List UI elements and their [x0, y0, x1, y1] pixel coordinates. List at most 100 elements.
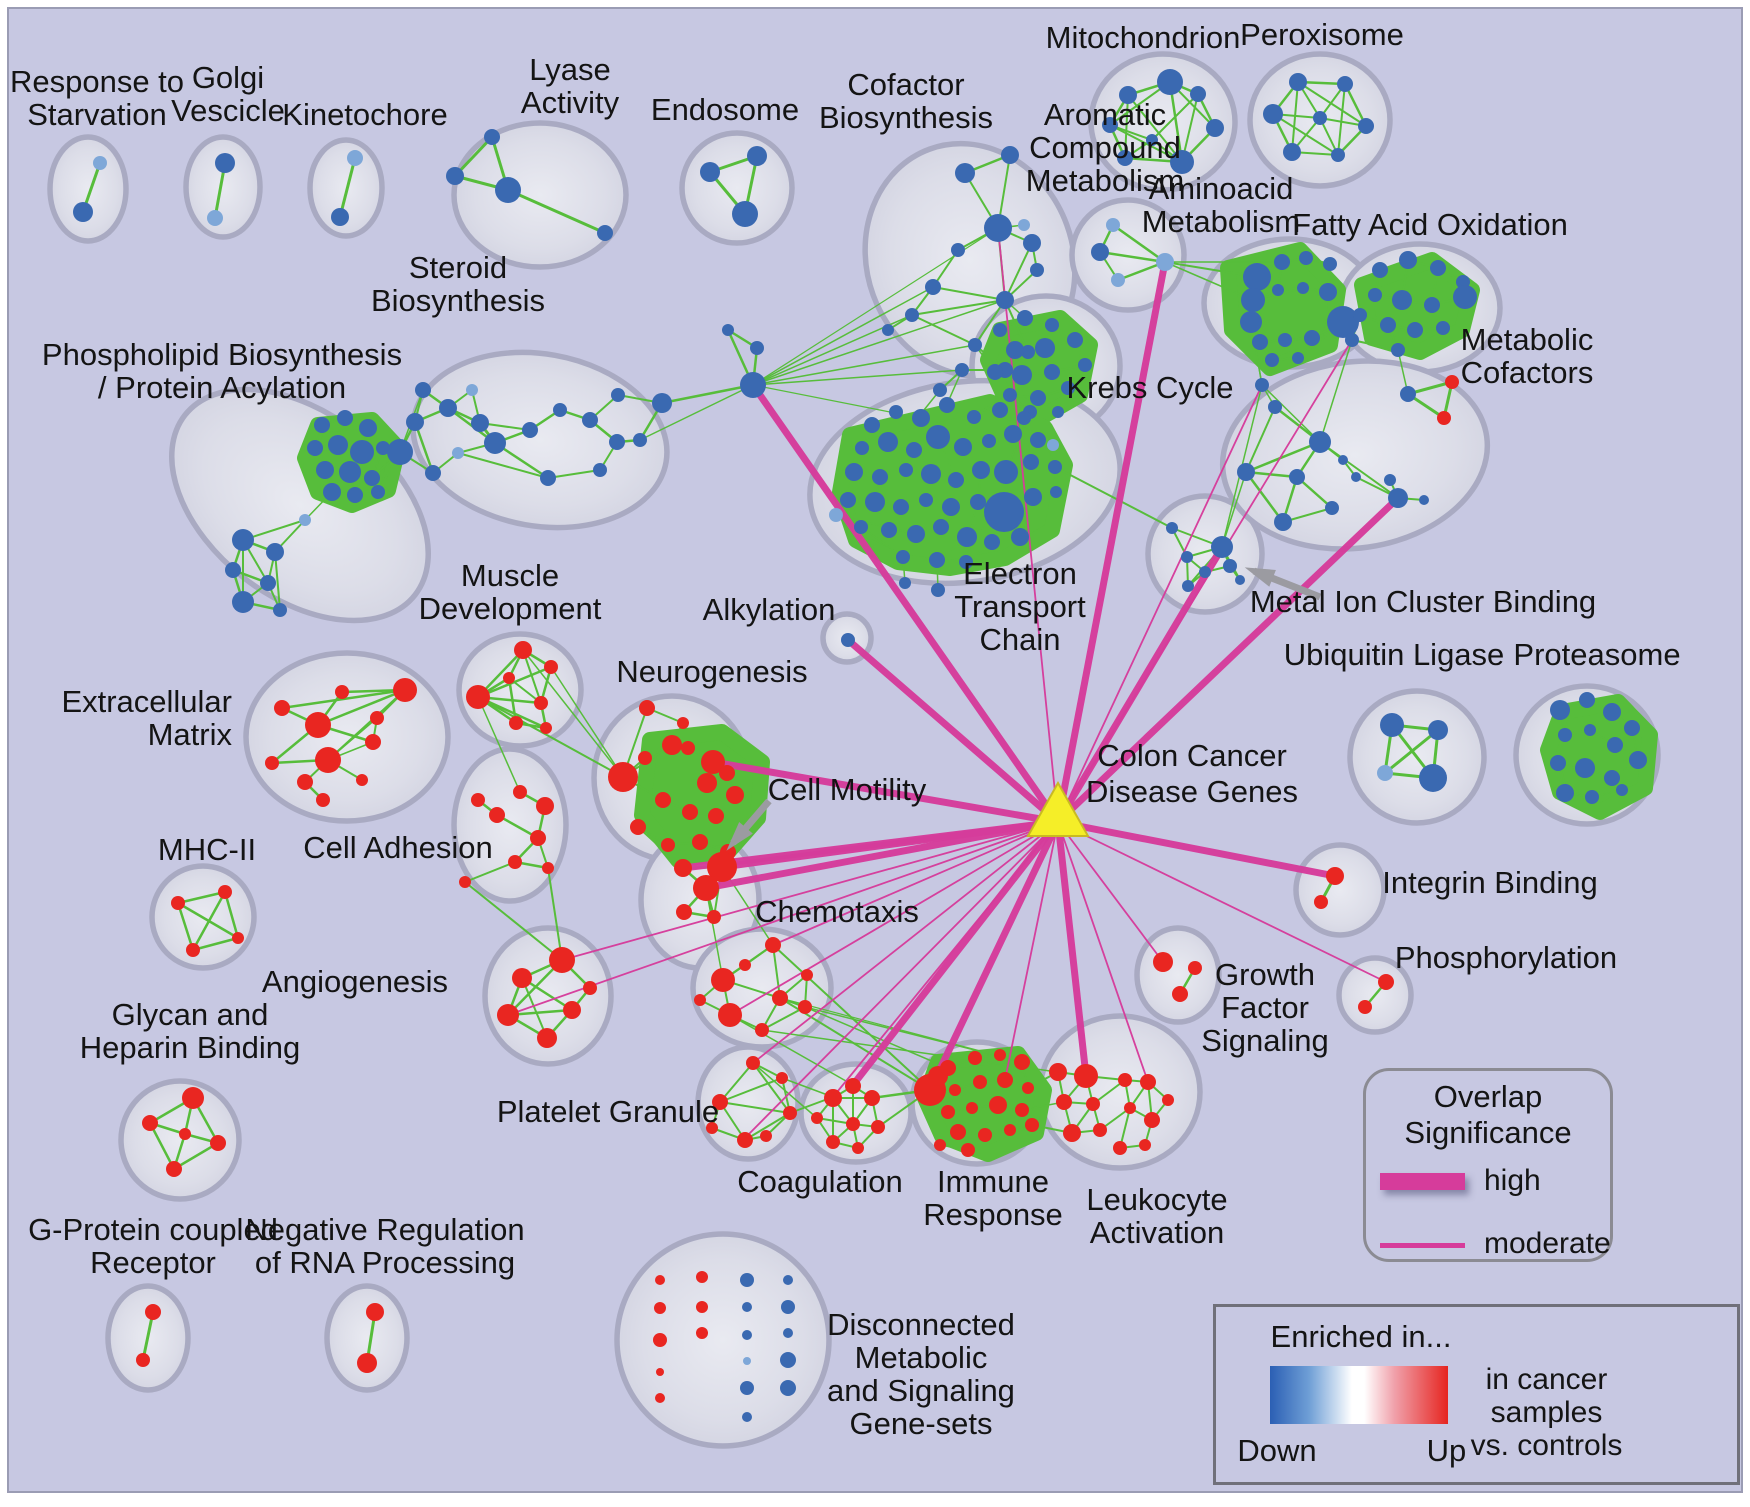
cluster-label-cell-motility: Cell Motility [768, 772, 927, 807]
green-link [1221, 471, 1247, 548]
gene-set-node [926, 425, 950, 449]
gene-set-node [1045, 318, 1059, 332]
gene-set-node [889, 405, 903, 419]
gene-set-node [1015, 1103, 1029, 1117]
overlap-edge-moderate [1057, 821, 1387, 983]
cell-motility-arrow-head [726, 821, 753, 851]
gene-set-node [459, 876, 471, 888]
cluster-label-mhc-ii: MHC-II [158, 832, 256, 867]
cluster-label-metal-ion-cluster-binding: Metal Ion Cluster Binding [1250, 584, 1596, 619]
gene-set-node [718, 1003, 742, 1027]
gene-set-node [1093, 1123, 1107, 1137]
gene-set-node [700, 162, 720, 182]
cluster-label-peroxisome: Peroxisome [1240, 17, 1404, 52]
cluster-edge [1112, 223, 1166, 264]
gene-set-node [681, 741, 695, 755]
cluster-edge [177, 901, 239, 940]
gene-set-node [1265, 353, 1279, 367]
overlap-edge-high [850, 819, 1061, 1088]
gene-set-node [1607, 737, 1623, 753]
gene-set-node [682, 804, 698, 820]
gene-set-node [1050, 486, 1062, 498]
gene-set-node [1162, 1094, 1174, 1106]
gene-set-node [207, 210, 223, 226]
gene-set-node [719, 765, 735, 781]
gene-set-node [896, 550, 910, 564]
gene-set-node [323, 483, 341, 501]
green-link [729, 1014, 854, 1086]
gene-set-node [497, 1004, 519, 1026]
cluster-label-neurogenesis: Neurogenesis [616, 654, 807, 689]
gene-set-node [484, 432, 506, 454]
cluster-label-metabolic-cofactors: Metabolic [1461, 322, 1594, 357]
gene-set-node [1351, 472, 1361, 482]
gene-set-node [297, 774, 313, 790]
gene-set-node [1629, 751, 1647, 769]
overlap-edge-moderate [1057, 339, 1353, 823]
gene-set-node [1102, 117, 1118, 133]
gene-set-node [142, 1115, 158, 1131]
gene-set-node [776, 1072, 788, 1084]
gene-set-node [638, 751, 652, 765]
cluster-label-metabolic-cofactors: Cofactors [1461, 355, 1594, 390]
cluster-label-electron-transport-chain: Transport [954, 589, 1086, 624]
cluster-label-immune-response: Immune [937, 1164, 1049, 1199]
cluster-ellipse-cell-adhesion [451, 746, 569, 904]
cluster-label-phospholipid-biosynthesis-protein-acylation: Phospholipid Biosynthesis [42, 337, 402, 372]
gene-set-node [1047, 439, 1059, 451]
gene-set-node [1063, 1124, 1081, 1142]
gene-set-node [1299, 251, 1313, 265]
cluster-edge [1124, 94, 1129, 159]
gene-set-node [371, 485, 385, 499]
gene-set-node [265, 756, 279, 770]
gene-set-node [1153, 952, 1173, 972]
gene-set-node [1309, 431, 1331, 453]
cluster-edge [1384, 728, 1439, 775]
gene-set-node [534, 696, 548, 710]
cluster-label-chemotaxis: Chemotaxis [755, 894, 919, 929]
gene-set-node [73, 202, 93, 222]
overlap-edge-moderate [832, 821, 1059, 1098]
cluster-edge [457, 452, 549, 479]
gene-set-node [674, 859, 692, 877]
gene-set-node [1380, 317, 1396, 333]
cluster-label-disconnected-metabolic-and-signaling-gene-sets: Disconnected [827, 1307, 1015, 1342]
cluster-edge [413, 421, 435, 474]
gene-set-node [750, 341, 764, 355]
cluster-label-immune-response: Response [923, 1197, 1063, 1232]
gene-set-node [415, 382, 431, 398]
gene-set-node [446, 167, 464, 185]
gene-set-node [1380, 713, 1404, 737]
cluster-edge [338, 157, 357, 218]
gene-set-node [854, 520, 868, 534]
gene-set-node [798, 1000, 812, 1014]
gene-set-node [1603, 703, 1621, 721]
gene-set-node [694, 994, 706, 1006]
gene-set-node [912, 409, 930, 427]
cluster-label-aromatic-compound-metabolism: Aromatic [1044, 97, 1166, 132]
gene-set-node [530, 830, 546, 846]
gene-set-node [1556, 784, 1574, 802]
gene-set-node [536, 797, 554, 815]
gene-set-node [314, 417, 330, 433]
gene-set-node [742, 1412, 752, 1422]
cluster-label-phospholipid-biosynthesis-protein-acylation: / Protein Acylation [98, 370, 346, 405]
gene-set-node [359, 419, 377, 437]
cluster-label-muscle-development: Development [419, 591, 602, 626]
overlap-edge-moderate [561, 821, 1059, 961]
gene-set-node [387, 439, 413, 465]
gene-set-node [316, 461, 334, 479]
gene-set-node [370, 711, 384, 725]
gene-set-node [1243, 263, 1271, 291]
cluster-label-g-protein-coupled-receptor: Receptor [90, 1245, 216, 1280]
green-link [752, 384, 891, 413]
gene-set-node [1419, 764, 1447, 792]
cluster-edge [173, 1141, 219, 1171]
gene-set-node [968, 338, 982, 352]
gene-set-node [1337, 76, 1353, 92]
enrichment-gradient-bar [1270, 1366, 1448, 1424]
gene-set-node [1292, 352, 1304, 364]
gene-set-node [732, 201, 758, 227]
gene-set-node [582, 412, 598, 428]
gene-set-node [739, 959, 751, 971]
